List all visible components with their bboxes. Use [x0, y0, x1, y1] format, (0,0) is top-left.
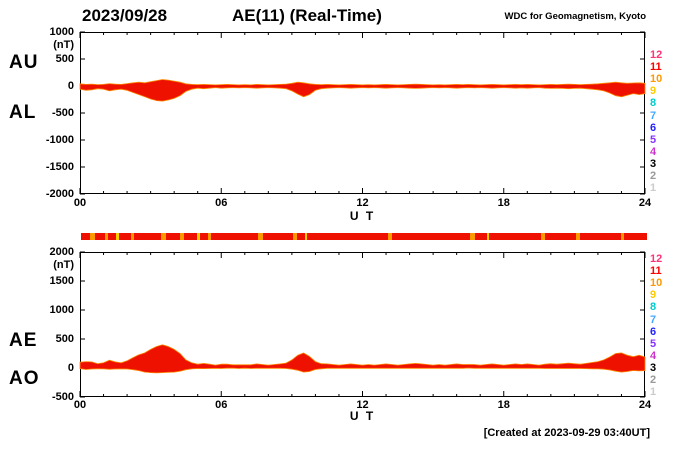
y-tick-label: 0	[67, 362, 74, 374]
colorbar-segment	[293, 233, 297, 240]
x-tick-label: 24	[638, 399, 652, 411]
station-count-legend-12: 12	[650, 49, 663, 61]
station-count-legend-5: 5	[650, 337, 657, 350]
ut-axis-label-bottom: U T	[349, 409, 376, 423]
station-count-legend-4: 4	[650, 349, 657, 362]
x-tick-label: 06	[215, 399, 228, 411]
colorbar-segment	[180, 233, 184, 240]
y-tick-label: 1000	[49, 304, 74, 316]
station-count-legend-2: 2	[650, 170, 657, 182]
x-tick-label: 18	[497, 197, 510, 209]
station-count-legend-10: 10	[650, 277, 663, 290]
credit-label: WDC for Geomagnetism, Kyoto	[504, 11, 646, 22]
ut-axis-label-top: U T	[349, 209, 376, 223]
station-count-legend-9: 9	[650, 85, 657, 98]
x-tick-label: 24	[638, 197, 652, 209]
station-count-legend-8: 8	[650, 97, 657, 110]
colorbar-segment	[90, 233, 96, 240]
station-count-legend-6: 6	[650, 121, 657, 134]
y-tick-label: -2000	[45, 188, 74, 200]
station-count-legend-4: 4	[650, 145, 657, 158]
station-count-legend-9: 9	[650, 289, 657, 302]
y-tick-label: -500	[51, 107, 74, 119]
colorbar-segment	[486, 233, 490, 240]
x-tick-label: 00	[73, 399, 87, 411]
station-count-legend-10: 10	[650, 73, 663, 86]
ae-ao-chart	[79, 251, 646, 398]
station-count-legend-11: 11	[650, 61, 662, 74]
y-tick-label: 0	[67, 80, 74, 92]
colorbar-segment	[130, 233, 135, 240]
al-axis-label: AL	[9, 102, 37, 123]
ae-axis-label: AE	[9, 330, 38, 351]
y-tick-label: 500	[55, 53, 74, 65]
station-count-legend-8: 8	[650, 301, 657, 314]
station-count-legend-3: 3	[650, 157, 657, 170]
y-tick-label: -1500	[45, 161, 74, 173]
plot-date: 2023/09/28	[82, 6, 168, 25]
au-al-chart	[79, 31, 646, 195]
station-count-legend-5: 5	[650, 133, 657, 146]
station-count-legend-1: 1	[650, 182, 657, 195]
x-tick-label: 12	[356, 399, 369, 411]
station-count-legend-12: 12	[650, 253, 663, 265]
station-count-legend-6: 6	[650, 325, 657, 338]
x-tick-label: 18	[497, 399, 510, 411]
ao-axis-label: AO	[9, 368, 40, 389]
station-number-colorbar	[81, 233, 647, 240]
colorbar-segment	[576, 233, 580, 240]
y-tick-label: 1500	[49, 275, 74, 287]
x-tick-label: 00	[73, 197, 87, 209]
y-tick-label: -500	[51, 391, 74, 403]
plot-title: AE(11) (Real-Time)	[232, 6, 382, 25]
colorbar-segment	[116, 233, 119, 240]
colorbar-segment	[161, 233, 166, 240]
x-tick-label: 06	[215, 197, 228, 209]
y-axis-unit: (nT)	[53, 259, 74, 271]
station-count-legend-3: 3	[650, 361, 657, 374]
colorbar-segment	[208, 233, 211, 240]
station-count-legend-1: 1	[650, 386, 657, 399]
colorbar-segment	[196, 233, 201, 240]
x-tick-label: 12	[356, 197, 369, 209]
created-timestamp: [Created at 2023-09-29 03:40UT]	[483, 427, 650, 439]
station-count-legend-11: 11	[650, 265, 662, 278]
colorbar-segment	[257, 233, 263, 240]
station-count-legend-2: 2	[650, 374, 657, 386]
y-tick-label: 1000	[49, 26, 74, 38]
station-count-legend-7: 7	[650, 313, 657, 326]
colorbar-segment	[387, 233, 393, 240]
y-tick-label: -1000	[45, 134, 74, 146]
y-axis-unit: (nT)	[53, 39, 74, 51]
colorbar-segment	[540, 233, 546, 240]
y-tick-label: 500	[55, 333, 74, 345]
colorbar-segment	[621, 233, 624, 240]
colorbar-segment	[470, 233, 475, 240]
y-tick-label: 2000	[49, 246, 74, 258]
colorbar-segment	[104, 233, 109, 240]
au-axis-label: AU	[9, 52, 39, 73]
colorbar-segment	[305, 233, 308, 240]
station-count-legend-7: 7	[650, 109, 657, 122]
